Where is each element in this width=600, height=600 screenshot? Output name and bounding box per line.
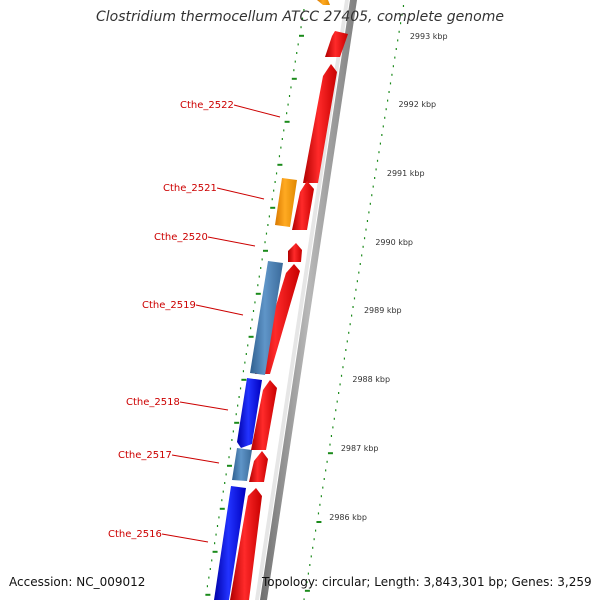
gene-label[interactable]: Cthe_2521 (163, 183, 217, 194)
genome-backbone-highlight (255, 0, 349, 600)
kbp-label: 2991 kbp (387, 169, 425, 178)
gene-label-leader (195, 304, 244, 316)
forward-gene (230, 488, 262, 600)
forward-gene (249, 451, 268, 482)
kbp-label: 2986 kbp (329, 513, 367, 522)
forward-gene (251, 380, 277, 450)
kbp-labels: 2993 kbp 2992 kbp 2991 kbp 2990 kbp 2989 kbp… (329, 32, 447, 522)
tick-track-inner (205, 9, 305, 596)
gene-label[interactable]: Cthe_2522 (180, 100, 234, 111)
kbp-label: 2987 kbp (341, 444, 379, 453)
genome-backbone (260, 0, 357, 600)
topology-text: Topology: circular; Length: 3,843,301 bp… (262, 575, 592, 589)
forward-gene (325, 31, 348, 57)
forward-gene (292, 181, 314, 230)
gene-label[interactable]: Cthe_2517 (118, 450, 172, 461)
forward-gene (317, 0, 330, 5)
gene-label-leader (171, 454, 220, 464)
gene-label-leader (161, 533, 209, 543)
gene-labels: Cthe_2522 Cthe_2521 Cthe_2520 Cthe_2519 Cthe… (108, 100, 281, 543)
gene-label[interactable]: Cthe_2516 (108, 529, 162, 540)
gene-label-leader (179, 401, 229, 411)
tick-track-outer (303, 5, 405, 600)
kbp-label: 2988 kbp (352, 375, 390, 384)
gene-label[interactable]: Cthe_2519 (142, 300, 196, 311)
other-gene (275, 178, 297, 227)
kbp-label: 2990 kbp (375, 238, 413, 247)
gene-label-leader (216, 187, 265, 200)
reverse-gene (214, 486, 246, 600)
kbp-label: 2989 kbp (364, 306, 402, 315)
forward-gene (288, 243, 302, 262)
accession-text: Accession: NC_009012 (9, 575, 146, 589)
forward-gene (303, 64, 337, 183)
gene-label-leader (207, 236, 256, 247)
gene-label-leader (233, 104, 281, 118)
gene-label[interactable]: Cthe_2518 (126, 397, 180, 408)
reverse-gene (250, 261, 283, 375)
kbp-label: 2992 kbp (398, 100, 436, 109)
genome-title: Clostridium thermocellum ATCC 27405, com… (96, 9, 504, 25)
gene-label[interactable]: Cthe_2520 (154, 232, 208, 243)
reverse-gene (232, 448, 252, 481)
kbp-label: 2993 kbp (410, 32, 448, 41)
reverse-gene (237, 378, 262, 448)
